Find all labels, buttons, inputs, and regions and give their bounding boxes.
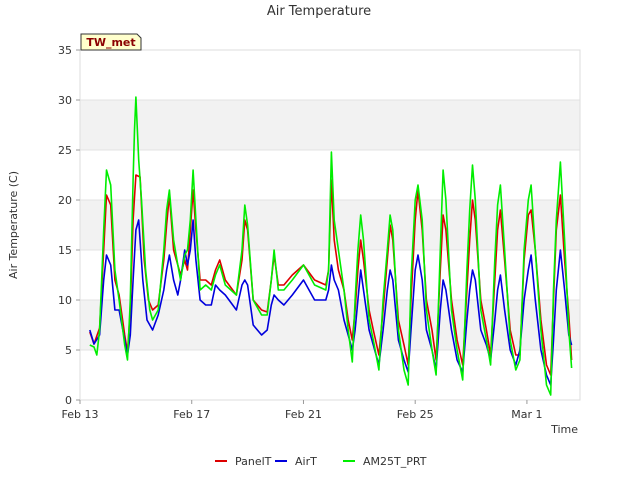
y-tick-label: 30 bbox=[58, 94, 72, 107]
x-tick-label: Feb 25 bbox=[397, 408, 434, 421]
legend-label: AirT bbox=[295, 455, 317, 468]
station-badge: TW_met bbox=[80, 33, 142, 51]
legend-label: PanelT bbox=[235, 455, 272, 468]
plot-area bbox=[79, 49, 581, 401]
y-tick-label: 35 bbox=[58, 44, 72, 57]
y-tick-label: 10 bbox=[58, 294, 72, 307]
x-tick-label: Feb 21 bbox=[285, 408, 322, 421]
background-band bbox=[80, 100, 580, 150]
series-lines bbox=[89, 96, 573, 396]
legend-label: AM25T_PRT bbox=[363, 455, 427, 468]
y-tick-label: 25 bbox=[58, 144, 72, 157]
chart-title: Air Temperature bbox=[267, 4, 371, 19]
x-tick-label: Feb 17 bbox=[173, 408, 210, 421]
x-tick-label: Mar 1 bbox=[511, 408, 542, 421]
station-label: TW_met bbox=[86, 36, 135, 49]
y-tick-label: 5 bbox=[65, 344, 72, 357]
x-axis-ticks: Feb 13 Feb 17 Feb 21 Feb 25 Mar 1 bbox=[62, 400, 543, 421]
y-tick-label: 0 bbox=[65, 394, 72, 407]
y-axis-label: Air Temperature (C) bbox=[7, 171, 20, 279]
y-tick-label: 20 bbox=[58, 194, 72, 207]
x-tick-label: Feb 13 bbox=[62, 408, 99, 421]
y-axis-ticks: 0 5 10 15 20 25 30 35 bbox=[58, 44, 80, 407]
x-axis-label: Time bbox=[550, 423, 578, 436]
series-line-panelt bbox=[89, 174, 573, 376]
series-line-am25t-prt bbox=[89, 96, 573, 396]
legend: PanelT AirT AM25T_PRT bbox=[215, 455, 427, 468]
y-tick-label: 15 bbox=[58, 244, 72, 257]
